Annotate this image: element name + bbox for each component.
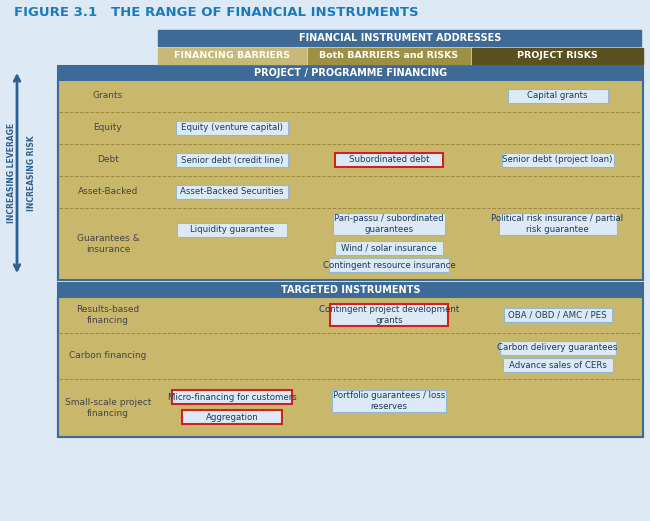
- Bar: [508, 89, 608, 103]
- Text: Equity (venture capital): Equity (venture capital): [181, 123, 283, 132]
- Bar: [329, 258, 449, 272]
- Text: INCREASING RISK: INCREASING RISK: [27, 135, 36, 211]
- Text: Political risk insurance / partial
risk guarantee: Political risk insurance / partial risk …: [491, 214, 623, 234]
- Text: Equity: Equity: [94, 123, 122, 132]
- Text: FINANCIAL INSTRUMENT ADDRESSES: FINANCIAL INSTRUMENT ADDRESSES: [299, 33, 502, 43]
- Bar: [332, 390, 446, 412]
- Text: PROJECT / PROGRAMME FINANCING: PROJECT / PROGRAMME FINANCING: [254, 68, 447, 78]
- Text: Guarantees &
insurance: Guarantees & insurance: [77, 234, 139, 254]
- Text: Carbon financing: Carbon financing: [70, 352, 147, 361]
- Text: TARGETED INSTRUMENTS: TARGETED INSTRUMENTS: [281, 285, 421, 295]
- Text: FINANCING BARRIERS: FINANCING BARRIERS: [174, 52, 290, 60]
- Bar: [333, 213, 445, 235]
- Bar: [58, 66, 643, 280]
- Bar: [177, 223, 287, 237]
- Text: Contingent resource insurance: Contingent resource insurance: [322, 260, 456, 269]
- Bar: [182, 410, 282, 424]
- Bar: [335, 241, 443, 255]
- Text: Carbon delivery guarantees: Carbon delivery guarantees: [497, 343, 618, 353]
- Text: Asset-Backed Securities: Asset-Backed Securities: [180, 188, 284, 196]
- Text: Subordinated debt: Subordinated debt: [349, 155, 429, 165]
- Bar: [176, 185, 288, 199]
- Bar: [176, 121, 288, 135]
- Bar: [472, 48, 643, 64]
- Text: INCREASING LEVERAGE: INCREASING LEVERAGE: [8, 123, 16, 223]
- Text: Liquidity guarantee: Liquidity guarantee: [190, 226, 274, 234]
- Text: Pari-passu / subordinated
guarantees: Pari-passu / subordinated guarantees: [334, 214, 444, 234]
- Text: Senior debt (project loan): Senior debt (project loan): [502, 155, 613, 165]
- Text: Wind / solar insurance: Wind / solar insurance: [341, 243, 437, 253]
- Bar: [176, 153, 288, 167]
- Text: PROJECT RISKS: PROJECT RISKS: [517, 52, 598, 60]
- Text: OBA / OBD / AMC / PES: OBA / OBD / AMC / PES: [508, 311, 607, 319]
- Bar: [502, 153, 614, 167]
- Bar: [308, 48, 470, 64]
- Bar: [335, 153, 443, 167]
- Text: Asset-Backed: Asset-Backed: [78, 188, 138, 196]
- Bar: [499, 341, 616, 355]
- Bar: [172, 390, 292, 404]
- Bar: [502, 358, 612, 372]
- Text: Micro-financing for customers: Micro-financing for customers: [168, 392, 296, 402]
- Bar: [158, 30, 641, 46]
- Text: Contingent project development
grants: Contingent project development grants: [319, 305, 459, 325]
- Text: Grants: Grants: [93, 92, 123, 101]
- Bar: [58, 297, 643, 437]
- Bar: [158, 48, 306, 64]
- Text: Capital grants: Capital grants: [527, 92, 588, 101]
- Text: Senior debt (credit line): Senior debt (credit line): [181, 155, 283, 165]
- Text: Portfolio guarantees / loss
reserves: Portfolio guarantees / loss reserves: [333, 391, 445, 411]
- Text: FIGURE 3.1   THE RANGE OF FINANCIAL INSTRUMENTS: FIGURE 3.1 THE RANGE OF FINANCIAL INSTRU…: [14, 6, 419, 19]
- Bar: [504, 308, 612, 322]
- Text: Both BARRIERS and RISKS: Both BARRIERS and RISKS: [319, 52, 458, 60]
- Bar: [330, 304, 448, 326]
- Text: Advance sales of CERs: Advance sales of CERs: [508, 361, 606, 369]
- Bar: [58, 80, 643, 280]
- Bar: [499, 213, 616, 235]
- Text: Aggregation: Aggregation: [205, 413, 259, 421]
- Bar: [58, 283, 643, 437]
- Text: Debt: Debt: [97, 155, 119, 165]
- Text: Small-scale project
financing: Small-scale project financing: [65, 398, 151, 418]
- Bar: [12, 66, 34, 437]
- Text: Results-based
financing: Results-based financing: [77, 305, 140, 325]
